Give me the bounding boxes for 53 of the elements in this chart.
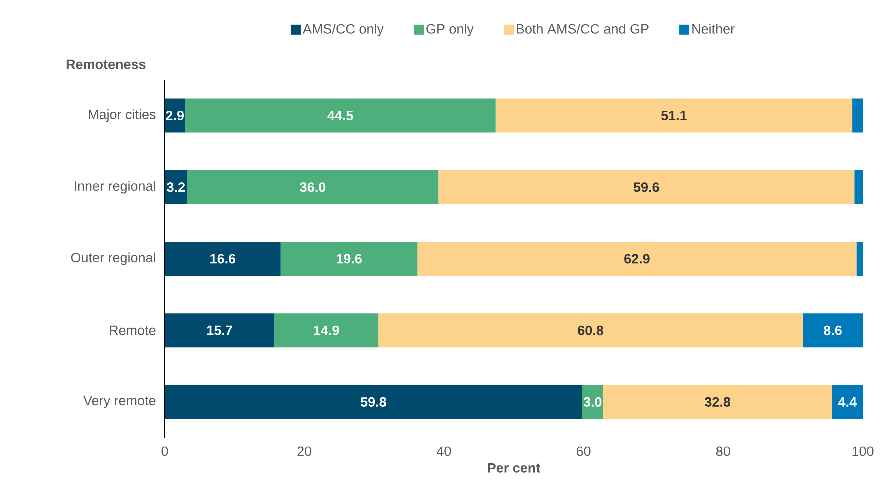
legend-label: GP only xyxy=(426,24,474,37)
data-label: 2.9 xyxy=(166,111,184,121)
data-label: 59.6 xyxy=(634,182,660,192)
bar xyxy=(496,98,853,133)
data-label: 60.8 xyxy=(578,326,604,336)
data-label: 3.2 xyxy=(167,182,186,192)
bar xyxy=(603,385,832,420)
x-tick-label: 60 xyxy=(576,446,591,456)
x-tick-label: 80 xyxy=(716,446,730,456)
bar xyxy=(274,314,379,348)
data-label: 14.9 xyxy=(314,326,340,336)
y-tick-label: Inner regional xyxy=(74,181,156,194)
bar xyxy=(856,242,864,276)
data-label: 62.9 xyxy=(624,254,650,264)
data-label: 15.7 xyxy=(208,326,232,336)
bar xyxy=(852,98,864,133)
x-tick-label: 100 xyxy=(852,446,874,456)
y-tick-label: Remote xyxy=(110,326,156,336)
data-label: 36.0 xyxy=(300,182,326,192)
x-tick-label: 40 xyxy=(437,446,452,456)
bar xyxy=(378,314,803,348)
data-label: 32.8 xyxy=(705,397,731,407)
data-label: 44.5 xyxy=(328,111,354,120)
bar xyxy=(832,385,864,420)
bar xyxy=(187,170,439,204)
x-tick-label: 20 xyxy=(298,446,312,456)
x-axis-title: Per cent xyxy=(488,463,540,473)
bar xyxy=(165,242,281,276)
legend-label: Both AMS/CC and GP xyxy=(517,24,649,34)
data-label: 59.8 xyxy=(360,397,386,407)
bar xyxy=(280,242,418,276)
y-tick-label: Very remote xyxy=(84,396,156,408)
bar xyxy=(854,170,864,204)
bar xyxy=(185,98,496,133)
y-axis-title: Remoteness xyxy=(66,60,146,70)
legend-label: Neither xyxy=(692,24,735,34)
data-label: 3.0 xyxy=(584,397,602,407)
bar xyxy=(165,170,188,204)
bar xyxy=(582,385,604,420)
bar xyxy=(438,170,855,204)
bar xyxy=(165,385,582,420)
data-label: 19.6 xyxy=(336,254,362,264)
data-label: 51.1 xyxy=(661,111,687,120)
bar xyxy=(418,242,857,276)
bar xyxy=(802,314,864,348)
data-label: 4.4 xyxy=(838,398,857,407)
data-label: 8.6 xyxy=(824,326,842,336)
x-tick-label: 0 xyxy=(162,446,168,456)
y-tick-label: Major cities xyxy=(89,110,156,122)
y-tick-label: Outer regional xyxy=(71,252,156,266)
legend-label: AMS/CC only xyxy=(302,24,384,37)
bar xyxy=(165,314,275,348)
data-label: 16.6 xyxy=(210,254,236,264)
